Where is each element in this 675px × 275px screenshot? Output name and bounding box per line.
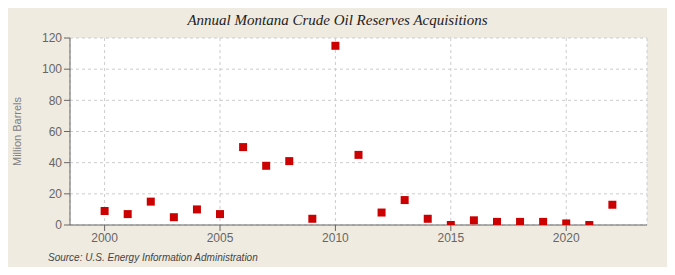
svg-text:2015: 2015 <box>437 231 464 245</box>
svg-text:0: 0 <box>55 218 62 232</box>
svg-text:60: 60 <box>49 125 63 139</box>
svg-text:100: 100 <box>42 62 62 76</box>
svg-text:2005: 2005 <box>207 231 234 245</box>
svg-text:40: 40 <box>49 156 63 170</box>
svg-text:80: 80 <box>49 94 63 108</box>
html-text:Source: U.S. Energy Informatio: Source: U.S. Energy Information Administ… <box>48 252 258 263</box>
svg-text:120: 120 <box>42 32 62 45</box>
svg-text:20: 20 <box>49 187 63 201</box>
svg-text:2010: 2010 <box>322 231 349 245</box>
svg-text:2020: 2020 <box>553 231 580 245</box>
html-text:Annual Montana Crude Oil Reser: Annual Montana Crude Oil Reserves Acquis… <box>187 12 488 28</box>
svg-text:Million Barrels: Million Barrels <box>11 96 23 166</box>
svg-text:2000: 2000 <box>91 231 118 245</box>
